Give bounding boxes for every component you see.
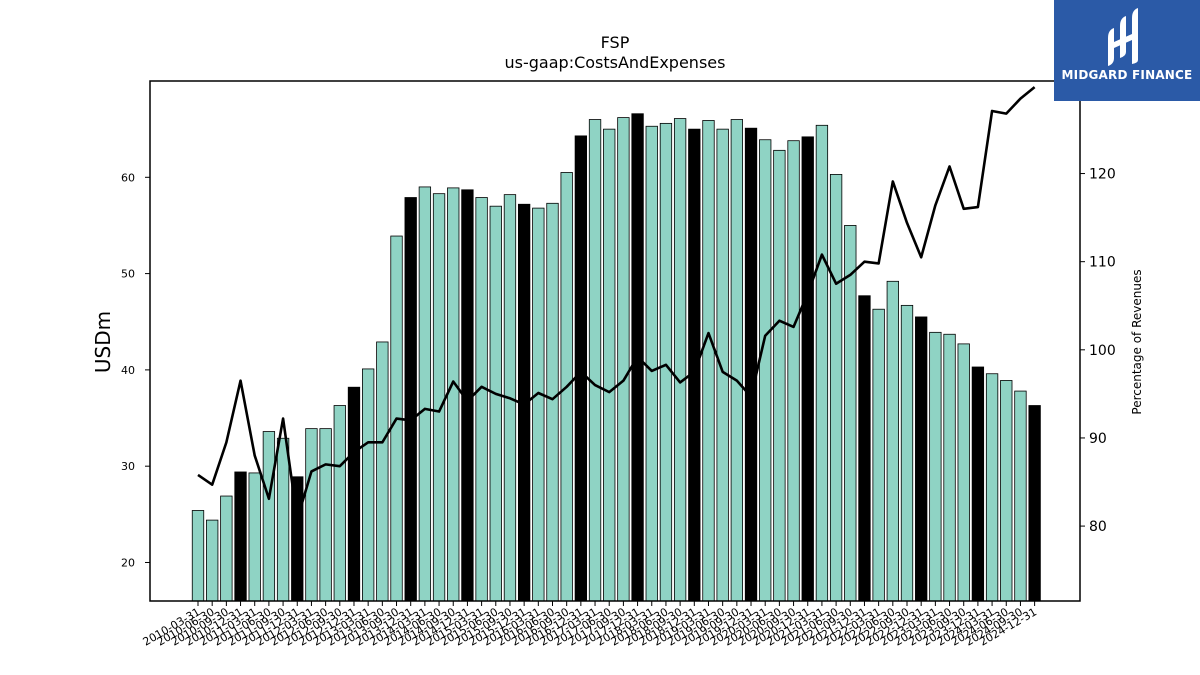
bar bbox=[248, 472, 261, 602]
chart-subtitle: us-gaap:CostsAndExpenses bbox=[505, 53, 726, 72]
bar bbox=[1000, 380, 1013, 602]
bar bbox=[574, 135, 588, 602]
bar bbox=[759, 139, 772, 602]
bar bbox=[844, 225, 857, 602]
series-line bbox=[197, 86, 1036, 521]
bar bbox=[319, 428, 332, 602]
y-axis-right-ticks: 80 90 100 110 120 bbox=[1080, 167, 1116, 535]
bar bbox=[872, 308, 885, 602]
bar bbox=[262, 431, 276, 602]
bar bbox=[659, 122, 673, 602]
y-right-tick-label: 100 bbox=[1089, 343, 1116, 359]
bar-series bbox=[191, 113, 1041, 602]
bar bbox=[489, 205, 502, 602]
bar bbox=[829, 174, 843, 602]
bar bbox=[206, 519, 219, 602]
bar bbox=[603, 128, 616, 602]
bar bbox=[787, 140, 800, 602]
y-tick-label: 50 bbox=[121, 268, 135, 281]
chart-title: FSP bbox=[601, 33, 630, 52]
y-right-tick-label: 90 bbox=[1089, 431, 1107, 447]
bar bbox=[744, 127, 758, 602]
bar bbox=[645, 125, 658, 602]
bar bbox=[617, 117, 630, 602]
bar bbox=[943, 333, 956, 602]
bar bbox=[376, 341, 389, 602]
y-axis-right-label: Percentage of Revenues bbox=[1130, 269, 1144, 414]
y-tick-label: 30 bbox=[121, 460, 135, 473]
bar bbox=[347, 386, 361, 602]
bar bbox=[234, 471, 247, 602]
y-right-tick-label: 110 bbox=[1089, 255, 1116, 271]
bar bbox=[971, 366, 985, 602]
bar bbox=[716, 128, 729, 602]
bar bbox=[773, 149, 786, 602]
bar bbox=[546, 202, 559, 602]
bar bbox=[475, 197, 488, 602]
bar bbox=[191, 510, 205, 602]
y-right-tick-label: 80 bbox=[1089, 519, 1107, 535]
bar bbox=[900, 304, 914, 602]
bar bbox=[220, 495, 233, 602]
bar bbox=[276, 437, 290, 602]
y-tick-label: 20 bbox=[121, 556, 135, 569]
bar bbox=[801, 136, 814, 602]
bar bbox=[702, 120, 715, 602]
bar bbox=[673, 118, 687, 602]
logo-mark-icon bbox=[1108, 8, 1138, 66]
line-series bbox=[197, 86, 1036, 521]
y-tick-label: 40 bbox=[121, 364, 135, 377]
bar bbox=[730, 119, 743, 602]
bar bbox=[929, 331, 942, 602]
axes bbox=[149, 80, 1081, 602]
bar bbox=[985, 373, 999, 602]
y-tick-label: 60 bbox=[121, 171, 135, 184]
logo-text: MIDGARD FINANCE bbox=[1061, 68, 1193, 82]
bar bbox=[432, 193, 446, 602]
y-axis-left-label: USDm bbox=[91, 311, 115, 373]
bar bbox=[418, 186, 432, 602]
bar bbox=[532, 207, 545, 602]
bar bbox=[1014, 390, 1027, 602]
bar bbox=[333, 405, 346, 602]
bar bbox=[404, 197, 417, 602]
bar bbox=[886, 280, 899, 602]
brand-logo: MIDGARD FINANCE bbox=[1054, 0, 1200, 101]
bar bbox=[1028, 405, 1041, 602]
x-axis-ticks: 2010-03-312010-06-302010-09-302010-12-31… bbox=[141, 601, 1039, 649]
bar bbox=[915, 316, 928, 602]
bar bbox=[588, 119, 602, 602]
bar bbox=[447, 187, 460, 602]
bar bbox=[362, 368, 375, 602]
bar bbox=[858, 295, 871, 602]
plot-frame bbox=[149, 80, 1081, 602]
bar bbox=[305, 428, 318, 602]
bar bbox=[688, 128, 701, 602]
y-axis-left-ticks: 20 30 40 50 60 bbox=[121, 171, 150, 569]
y-right-tick-label: 120 bbox=[1089, 167, 1116, 183]
bar bbox=[957, 343, 970, 602]
bar bbox=[815, 124, 829, 602]
